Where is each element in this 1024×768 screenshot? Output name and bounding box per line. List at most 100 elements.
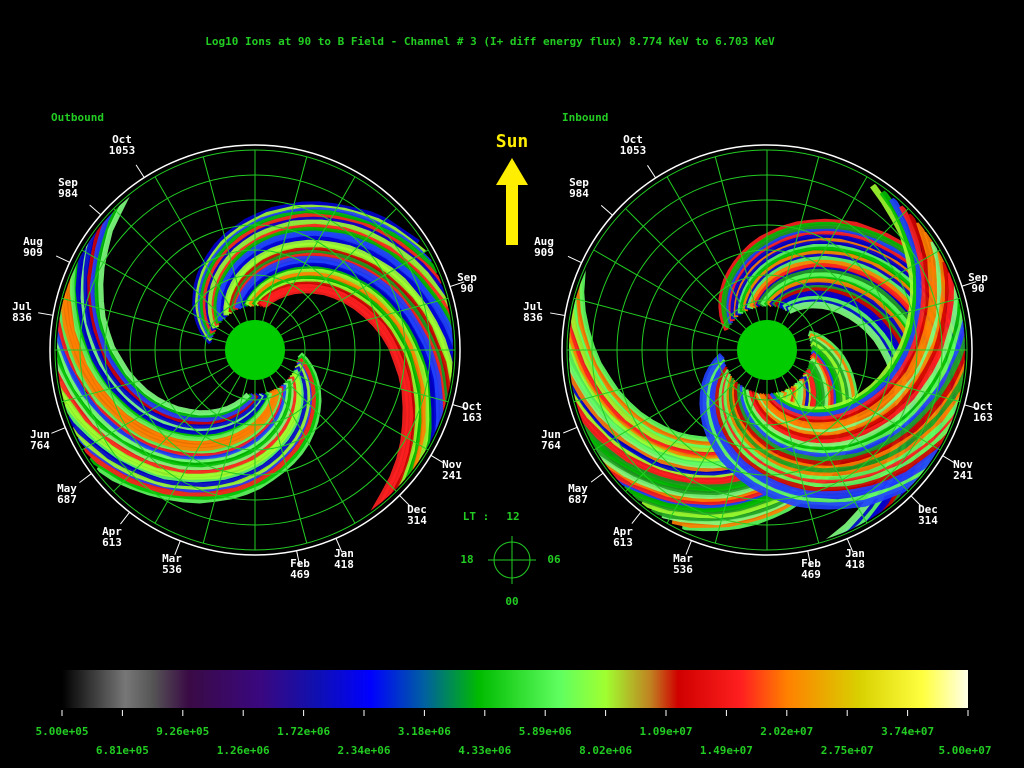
sun-label: Sun: [496, 131, 529, 152]
spiral: [766, 197, 924, 420]
lt-12: 12: [506, 510, 519, 523]
grid-spoke: [154, 375, 241, 524]
grid-spoke: [573, 357, 739, 403]
month-tick: [631, 511, 642, 524]
grid-spoke: [787, 370, 909, 492]
lt-18: 18: [460, 553, 473, 566]
colorbar-label: 3.74e+07: [881, 725, 934, 738]
day-label: 314: [407, 514, 427, 527]
grid-spoke: [666, 375, 753, 524]
day-label: 163: [462, 411, 482, 424]
month-tick: [296, 550, 301, 566]
spiral: [240, 262, 437, 458]
month-label: Jul: [523, 300, 543, 313]
month-tick: [807, 550, 812, 566]
month-label: Apr: [613, 525, 633, 538]
grid-spoke: [283, 357, 449, 403]
month-label: Sep: [58, 176, 78, 189]
spiral: [726, 364, 965, 475]
grid-spoke: [269, 176, 356, 325]
spiral: [238, 259, 439, 448]
day-label: 687: [57, 493, 77, 506]
month-tick: [590, 472, 604, 483]
grid-spoke: [781, 176, 868, 325]
spiral: [756, 230, 939, 432]
day-label: 469: [290, 568, 310, 581]
spiral: [192, 201, 420, 345]
lt-label: LT :: [463, 510, 490, 523]
day-label: 90: [460, 282, 473, 295]
month-label: Jun: [30, 428, 50, 441]
colorbar-label: 1.09e+07: [640, 725, 693, 738]
grid-spoke: [774, 378, 820, 544]
spiral: [82, 357, 317, 497]
month-label: Oct: [112, 133, 132, 146]
grid-spoke: [81, 364, 230, 451]
colorbar-label: 2.34e+06: [338, 744, 391, 757]
day-label: 314: [918, 514, 938, 527]
grid-spoke: [269, 375, 356, 524]
month-label: May: [57, 482, 77, 495]
month-label: Nov: [953, 458, 973, 471]
lt-00: 00: [505, 595, 518, 608]
month-tick: [452, 404, 468, 410]
grid-spoke: [280, 364, 429, 451]
spiral: [207, 219, 452, 329]
colorbar: [62, 670, 968, 708]
colorbar-label: 4.33e+06: [458, 744, 511, 757]
month-label: Nov: [442, 458, 462, 471]
colorbar-label: 1.26e+06: [217, 744, 270, 757]
grid-spoke: [81, 249, 230, 336]
grid-spoke: [573, 297, 739, 343]
month-tick: [79, 473, 92, 483]
grid-spoke: [113, 370, 235, 492]
day-label: 613: [613, 536, 633, 549]
month-tick: [335, 538, 343, 553]
day-label: 536: [673, 563, 693, 576]
month-label: Aug: [23, 235, 43, 248]
grid-spoke: [593, 249, 742, 336]
grid-spoke: [774, 156, 820, 322]
colorbar-label: 1.49e+07: [700, 744, 753, 757]
month-label: Aug: [534, 235, 554, 248]
spiral: [720, 372, 965, 482]
colorbar-label: 6.81e+05: [96, 744, 149, 757]
month-tick: [135, 164, 145, 178]
month-label: Jul: [12, 300, 32, 313]
month-label: Dec: [407, 503, 427, 516]
grid-spoke: [262, 156, 308, 322]
month-label: Oct: [623, 133, 643, 146]
grid-spoke: [792, 249, 941, 336]
grid-spoke: [202, 156, 248, 322]
month-label: Feb: [290, 557, 310, 570]
day-label: 909: [534, 246, 554, 259]
month-label: Jan: [845, 547, 865, 560]
month-tick: [563, 426, 578, 434]
day-label: 241: [953, 469, 973, 482]
month-tick: [120, 511, 131, 525]
spiral: [195, 204, 426, 342]
day-label: 836: [523, 311, 543, 324]
month-label: Oct: [462, 400, 482, 413]
grid-spoke: [280, 249, 429, 336]
day-label: 418: [845, 558, 865, 571]
grid-spoke: [795, 357, 961, 403]
month-tick: [942, 455, 956, 464]
day-label: 163: [973, 411, 993, 424]
day-label: 241: [442, 469, 462, 482]
month-tick: [399, 495, 411, 507]
month-tick: [38, 312, 54, 316]
month-label: May: [568, 482, 588, 495]
month-tick: [550, 312, 566, 316]
spiral: [724, 374, 965, 478]
spiral: [731, 341, 965, 467]
outer-ring: [561, 144, 973, 556]
month-tick: [961, 281, 977, 287]
day-label: 1053: [109, 144, 136, 157]
orbit-plot: [57, 176, 453, 531]
month-tick: [964, 404, 980, 410]
grid-spoke: [275, 370, 397, 492]
spiral: [94, 185, 253, 418]
month-label: Sep: [968, 271, 988, 284]
